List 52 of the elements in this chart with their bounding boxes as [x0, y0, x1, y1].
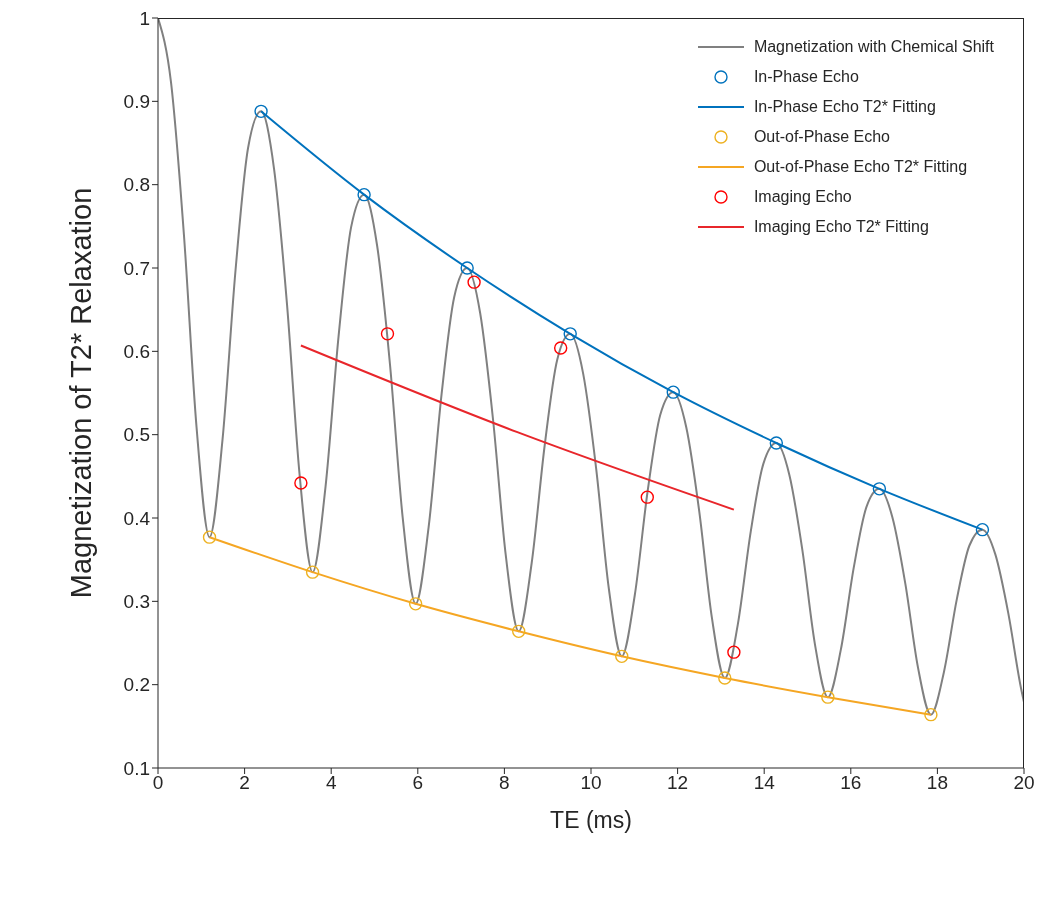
point — [975, 522, 990, 537]
point — [769, 436, 784, 450]
x-tick-label: 6 — [412, 772, 424, 794]
legend-label: Out-of-Phase Echo — [753, 128, 890, 146]
y-tick-label: 0.2 — [123, 674, 150, 696]
x-axis-title: TE (ms) — [550, 807, 632, 833]
x-tick-label: 20 — [1013, 772, 1035, 794]
point — [924, 707, 938, 722]
x-tick-label: 2 — [239, 772, 250, 794]
legend-label: Imaging Echo — [753, 188, 852, 206]
point — [821, 690, 835, 704]
x-tick-label: 12 — [667, 772, 689, 794]
y-tick-label: 0.5 — [123, 424, 150, 446]
point — [666, 385, 680, 399]
point — [615, 649, 629, 664]
y-tick-label: 0.4 — [123, 507, 151, 529]
x-tick-label: 4 — [325, 772, 337, 794]
y-tick-label: 0.1 — [123, 757, 150, 779]
x-tick-label: 14 — [753, 772, 776, 794]
x-tick-label: 16 — [840, 772, 862, 794]
point — [872, 482, 887, 496]
y-tick-label: 1 — [139, 7, 150, 29]
point — [727, 645, 741, 659]
point — [511, 624, 526, 639]
point — [380, 327, 395, 341]
y-tick-label: 0.6 — [123, 341, 150, 363]
x-tick-label: 0 — [152, 772, 164, 794]
point — [718, 671, 732, 685]
point — [357, 187, 371, 202]
point — [254, 104, 268, 119]
point — [305, 565, 320, 579]
x-tick-label: 8 — [499, 772, 510, 794]
legend-label: In-Phase Echo T2* Fitting — [753, 98, 936, 116]
point — [553, 341, 568, 355]
point — [467, 275, 481, 289]
y-tick-label: 0.9 — [123, 91, 150, 113]
y-tick-label: 0.8 — [123, 174, 150, 196]
point — [563, 327, 577, 341]
y-axis-title: Magnetization of T2* Relaxation — [65, 187, 98, 599]
point — [640, 490, 654, 504]
point — [202, 530, 217, 544]
point — [460, 261, 474, 275]
legend-label: Out-of-Phase Echo T2* Fitting — [753, 158, 968, 176]
point — [408, 597, 423, 611]
x-tick-label: 18 — [926, 772, 948, 794]
legend-label: Magnetization with Chemical Shift — [753, 38, 994, 56]
legend-label: Imaging Echo T2* Fitting — [753, 218, 929, 236]
x-tick-label: 10 — [580, 772, 602, 794]
point — [294, 476, 308, 490]
y-tick-label: 0.3 — [123, 591, 150, 613]
legend-label: In-Phase Echo — [753, 68, 859, 86]
y-tick-label: 0.7 — [123, 257, 150, 279]
